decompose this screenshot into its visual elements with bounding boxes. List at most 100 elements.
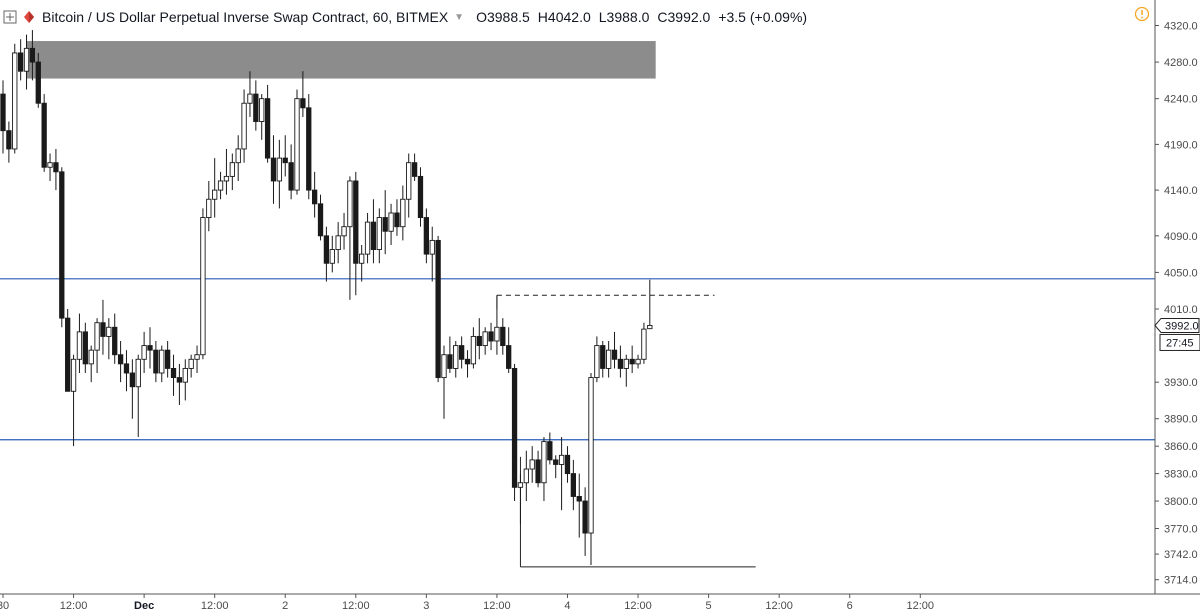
candle[interactable] (423, 208, 430, 264)
candle[interactable] (294, 89, 300, 195)
candle[interactable] (112, 313, 118, 364)
candle[interactable] (588, 373, 594, 566)
candle[interactable] (6, 121, 12, 163)
candle[interactable] (411, 153, 418, 181)
candle[interactable] (100, 299, 106, 355)
candle[interactable] (29, 30, 36, 81)
candle[interactable] (347, 176, 353, 300)
candle[interactable] (300, 71, 306, 117)
candle[interactable] (388, 203, 394, 245)
candle[interactable] (429, 226, 435, 282)
candle[interactable] (523, 450, 529, 502)
candle[interactable] (317, 194, 324, 241)
candle[interactable] (241, 89, 247, 163)
candle[interactable] (117, 341, 124, 383)
candle[interactable] (529, 446, 535, 483)
candle[interactable] (164, 341, 171, 378)
candle[interactable] (247, 71, 253, 117)
candle[interactable] (47, 153, 53, 181)
candle[interactable] (129, 359, 136, 419)
candle[interactable] (235, 135, 241, 181)
candle[interactable] (447, 336, 453, 374)
chevron-down-icon[interactable]: ▼ (454, 11, 465, 23)
candle[interactable] (482, 327, 488, 355)
candle[interactable] (464, 350, 471, 378)
candle[interactable] (65, 308, 71, 392)
candle[interactable] (53, 148, 59, 191)
candle[interactable] (17, 39, 24, 81)
candle[interactable] (41, 94, 47, 172)
candle[interactable] (382, 190, 388, 255)
candle[interactable] (12, 43, 18, 154)
candle[interactable] (253, 80, 259, 131)
candle[interactable] (417, 167, 424, 227)
candle[interactable] (88, 345, 94, 383)
candle[interactable] (94, 318, 100, 374)
candle[interactable] (212, 158, 218, 218)
candle[interactable] (341, 212, 347, 250)
candle[interactable] (488, 322, 494, 351)
candle[interactable] (217, 171, 224, 200)
resistance-zone[interactable] (26, 41, 656, 79)
candle[interactable] (359, 244, 365, 282)
candle[interactable] (229, 153, 235, 191)
candle[interactable] (458, 336, 465, 369)
candle[interactable] (353, 171, 359, 296)
candle[interactable] (82, 322, 88, 374)
candle[interactable] (23, 34, 30, 90)
candle[interactable] (123, 350, 130, 392)
candle[interactable] (517, 473, 524, 524)
candle[interactable] (329, 235, 335, 273)
candle[interactable] (470, 327, 477, 369)
candle[interactable] (500, 318, 506, 355)
candle[interactable] (600, 341, 606, 378)
candle[interactable] (153, 341, 159, 383)
candle[interactable] (535, 450, 541, 488)
candle[interactable] (576, 473, 582, 538)
candle[interactable] (188, 354, 194, 378)
candle[interactable] (364, 212, 371, 264)
candle[interactable] (506, 327, 512, 374)
candle[interactable] (159, 345, 165, 383)
candle[interactable] (259, 94, 265, 140)
candle[interactable] (311, 171, 318, 218)
candle[interactable] (406, 153, 412, 218)
candle[interactable] (76, 313, 83, 374)
candle[interactable] (441, 345, 447, 419)
candle[interactable] (194, 345, 200, 374)
candle[interactable] (400, 185, 406, 241)
candle[interactable] (264, 84, 271, 163)
candle[interactable] (394, 199, 400, 236)
candle[interactable] (70, 354, 77, 447)
candle[interactable] (617, 345, 624, 378)
candle[interactable] (135, 354, 141, 438)
candle[interactable] (176, 363, 183, 406)
candle[interactable] (288, 144, 294, 200)
candle[interactable] (623, 354, 629, 387)
candle[interactable] (611, 331, 618, 369)
candle[interactable] (223, 148, 230, 195)
candle[interactable] (476, 318, 482, 360)
candle[interactable] (170, 354, 177, 396)
candle[interactable] (511, 363, 518, 502)
candle[interactable] (276, 139, 283, 209)
candle[interactable] (35, 52, 41, 108)
candle[interactable] (282, 135, 288, 177)
candle[interactable] (553, 455, 559, 479)
candle[interactable] (635, 354, 641, 369)
candle[interactable] (605, 341, 612, 378)
candle[interactable] (306, 94, 312, 200)
candle[interactable] (200, 208, 206, 360)
candle[interactable] (206, 180, 212, 232)
candle[interactable] (141, 331, 147, 374)
candle[interactable] (182, 359, 188, 401)
candle[interactable] (453, 341, 459, 378)
candle[interactable] (376, 208, 382, 264)
candle[interactable] (435, 235, 441, 383)
candle[interactable] (370, 199, 377, 264)
candle[interactable] (541, 437, 547, 502)
candle[interactable] (558, 437, 565, 511)
candle[interactable] (594, 336, 600, 383)
candle[interactable] (270, 135, 277, 204)
